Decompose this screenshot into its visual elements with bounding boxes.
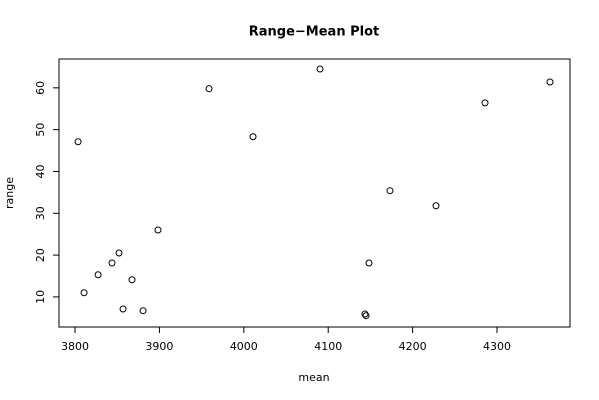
point [115,249,123,257]
point [386,187,394,195]
point [481,99,489,107]
y-tick-label: 20 [34,248,47,262]
point [74,138,82,146]
x-tick-label: 3800 [61,340,89,353]
point [546,78,554,86]
x-tick-label: 4300 [483,340,511,353]
point [362,312,370,320]
point [139,307,147,315]
point [154,226,162,234]
point [108,259,116,267]
point [249,133,257,141]
plot-frame [58,58,571,328]
y-tick-label: 30 [34,206,47,220]
y-tick-label: 40 [34,164,47,178]
y-axis-label: range [3,177,16,209]
x-axis-label: mean [298,371,329,384]
y-tick-label: 60 [34,81,47,95]
x-tick-label: 4100 [314,340,342,353]
y-tick-label: 10 [34,290,47,304]
point [94,271,102,279]
point [80,289,88,297]
x-tick-label: 3900 [145,340,173,353]
point [316,65,324,73]
point [119,305,127,313]
point [205,85,213,93]
x-tick-label: 4200 [399,340,427,353]
y-tick-label: 50 [34,123,47,137]
point [432,202,440,210]
point [361,310,369,318]
x-tick-label: 4000 [230,340,258,353]
point [365,259,373,267]
point [128,276,136,284]
chart-title: Range−Mean Plot [249,25,380,40]
